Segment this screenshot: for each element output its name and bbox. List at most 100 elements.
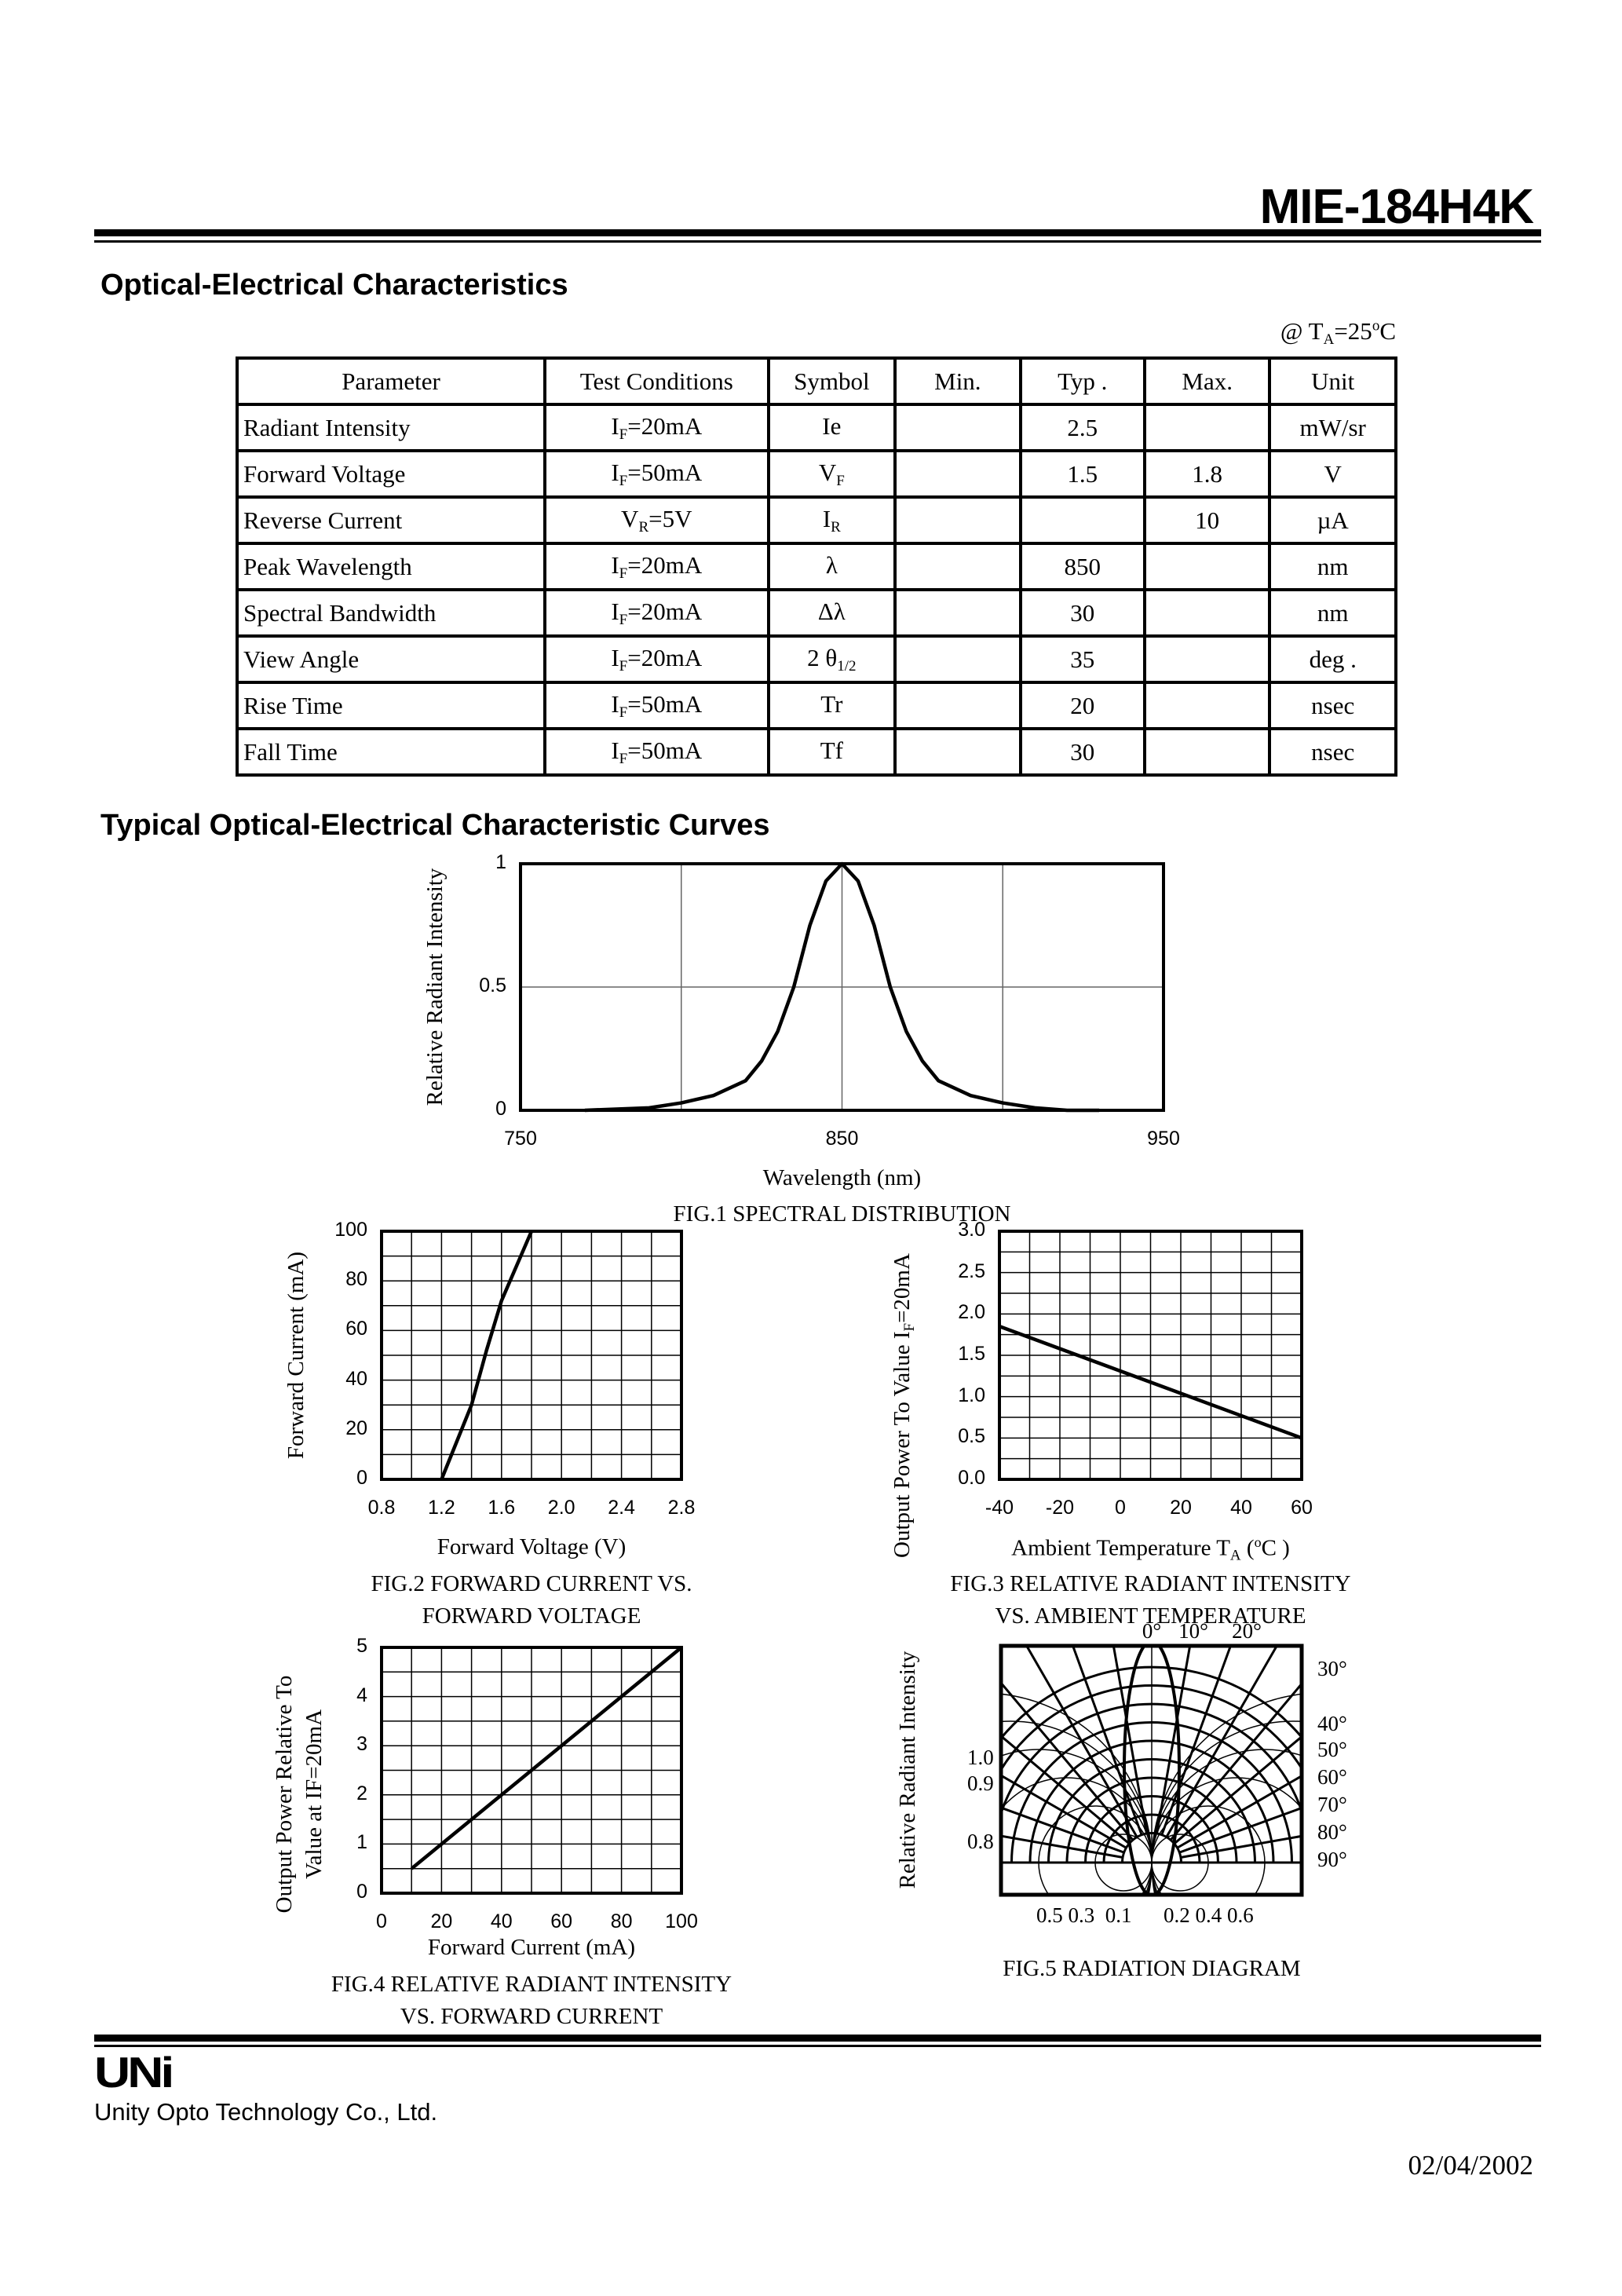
test-condition-cell: IF=50mA — [543, 449, 770, 499]
max-cell: 10 — [1142, 495, 1272, 545]
x-tick-label: 2.8 — [667, 1497, 696, 1519]
y-axis-label: Relative Radiant Intensity — [422, 868, 448, 1106]
x-axis-label: Forward Current (mA) — [427, 1935, 636, 1960]
angle-line — [1001, 1806, 1124, 1854]
y-tick-label: 20 — [345, 1417, 367, 1439]
y-tick-label: 0 — [495, 1098, 506, 1120]
angle-line — [1001, 1834, 1123, 1859]
angle-label: 60° — [1317, 1765, 1347, 1789]
angle-line — [1156, 1646, 1192, 1834]
y-axis-label: Relative Radiant Intensity — [895, 1651, 920, 1889]
header-rule-thick — [94, 229, 1541, 236]
min-cell — [893, 727, 1022, 777]
column-header: Min. — [893, 356, 1022, 406]
x-tick-label: 20 — [430, 1910, 453, 1932]
data-series-line — [584, 861, 1100, 1113]
footer-rule-thin — [94, 2045, 1541, 2047]
unit-cell: deg . — [1268, 634, 1397, 684]
x-tick-label: 60 — [1291, 1497, 1313, 1519]
figure-caption: VS. FORWARD CURRENT — [400, 2004, 663, 2029]
max-cell — [1142, 634, 1272, 684]
polar-grid — [1001, 1646, 1302, 1895]
column-header: Unit — [1268, 356, 1397, 406]
symbol-cell: λ — [766, 542, 897, 591]
y-axis-label: Forward Current (mA) — [283, 1251, 309, 1460]
x-axis-label: Forward Voltage (V) — [437, 1534, 627, 1559]
x-tick-label: 100 — [665, 1910, 698, 1932]
column-header: Symbol — [766, 356, 897, 406]
table-row: Peak Wavelength IF=20mA λ 850 nm — [235, 542, 1397, 591]
symbol-cell: Ie — [766, 403, 897, 452]
x-tick-label: 2.4 — [608, 1497, 635, 1519]
characteristics-table: Parameter Test Conditions Symbol Min. Typ .M… — [235, 356, 1397, 777]
y-tick-label: 3 — [356, 1733, 367, 1756]
angle-label: 20° — [1232, 1619, 1262, 1643]
y-tick-label: 4 — [356, 1684, 367, 1706]
y-tick-label: 1.5 — [958, 1343, 985, 1365]
angle-line — [1170, 1682, 1302, 1841]
symbol-cell: VF — [766, 449, 897, 499]
typ-cell — [1018, 495, 1146, 545]
figure-caption: FIG.2 FORWARD CURRENT VS. — [371, 1571, 692, 1596]
y-axis-label: Output Power Relative To — [272, 1675, 297, 1914]
chart-4 — [380, 1646, 683, 1895]
x-tick-label: 0.8 — [367, 1497, 396, 1519]
y-tick-label: 1 — [495, 851, 506, 873]
x-tick-label: 1.2 — [428, 1497, 455, 1519]
typ-cell: 1.5 — [1018, 449, 1146, 499]
angle-label: 70° — [1317, 1793, 1347, 1816]
footer-rule-thick — [94, 2035, 1541, 2042]
unit-cell: µA — [1268, 495, 1397, 545]
figure-caption: VS. AMBIENT TEMPERATURE — [995, 1603, 1306, 1629]
parameter-cell: Peak Wavelength — [235, 542, 547, 591]
min-cell — [893, 403, 1022, 452]
intensity-label: 0.9 — [967, 1771, 994, 1795]
unit-cell: nm — [1268, 588, 1397, 638]
parameter-cell: Fall Time — [235, 727, 547, 777]
x-tick-label: 0 — [1115, 1497, 1126, 1519]
y-tick-label: 1 — [356, 1831, 367, 1854]
y-tick-label: 40 — [345, 1367, 367, 1390]
parameter-cell: Radiant Intensity — [235, 403, 547, 452]
angle-line — [1112, 1646, 1148, 1834]
table-row: Fall Time IF=50mA Tf 30 nsec — [235, 727, 1397, 777]
angle-line — [1071, 1646, 1143, 1835]
test-condition-cell: IF=50mA — [543, 681, 770, 730]
chart-5 — [999, 1643, 1304, 1897]
angle-label: 40° — [1317, 1712, 1347, 1735]
x-tick-label: -40 — [985, 1497, 1014, 1519]
typ-cell: 2.5 — [1018, 403, 1146, 452]
x-tick-label: 0 — [376, 1910, 387, 1932]
table-row: Spectral Bandwidth IF=20mA Δλ 30 nm — [235, 588, 1397, 638]
table-row: Forward Voltage IF=50mA VF 1.5 1.8 V — [235, 449, 1397, 499]
max-cell — [1142, 588, 1272, 638]
angle-label: 30° — [1317, 1657, 1347, 1680]
chart-2 — [380, 1230, 683, 1481]
test-condition-cell: VR=5V — [543, 495, 770, 545]
data-series-line — [410, 1646, 683, 1870]
max-cell — [1142, 542, 1272, 591]
unit-cell: nsec — [1268, 727, 1397, 777]
y-tick-label: 2 — [356, 1782, 367, 1804]
x-tick-label: 850 — [825, 1128, 859, 1150]
y-tick-label: 0.5 — [958, 1425, 985, 1448]
angle-line — [1001, 1734, 1130, 1844]
parameter-cell: Reverse Current — [235, 495, 547, 545]
max-cell: 1.8 — [1142, 449, 1272, 499]
data-series-line — [999, 1325, 1302, 1440]
y-tick-label: 0 — [356, 1467, 367, 1489]
y-tick-label: 100 — [334, 1219, 367, 1241]
table-row: View Angle IF=20mA 2 θ1/2 35 deg . — [235, 634, 1397, 684]
max-cell — [1142, 403, 1272, 452]
x-axis-label: Wavelength (nm) — [762, 1165, 922, 1190]
x-tick-label: 40 — [1230, 1497, 1252, 1519]
y-tick-label: 60 — [345, 1318, 367, 1340]
test-condition-cell: IF=20mA — [543, 634, 770, 684]
plot-frame — [999, 1643, 1304, 1897]
angle-line — [1001, 1774, 1127, 1849]
min-cell — [893, 681, 1022, 730]
test-condition-cell: IF=20mA — [543, 588, 770, 638]
typ-cell: 850 — [1018, 542, 1146, 591]
y-axis-label: Output Power To Value IF=20mA — [890, 1253, 918, 1558]
